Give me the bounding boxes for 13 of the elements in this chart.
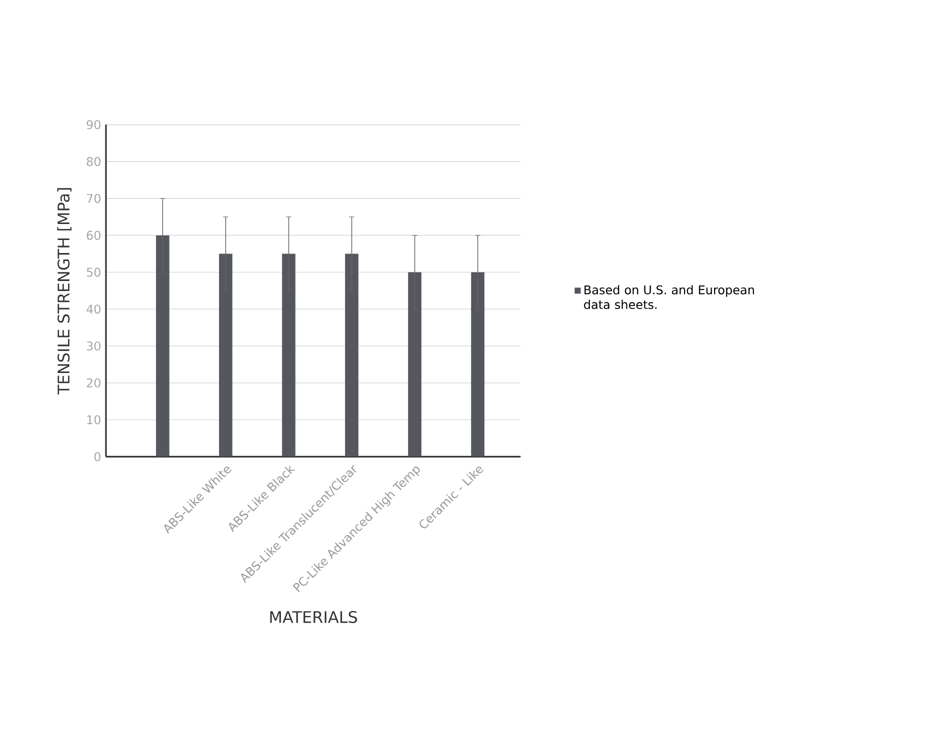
x-axis-title: MATERIALS [270, 610, 358, 624]
y-tick-label: 50 [86, 268, 100, 277]
y-tick-label: 20 [86, 378, 100, 388]
y-tick-label: 10 [87, 415, 100, 424]
y-tick-label: 80 [86, 157, 100, 166]
y-tick-label: 70 [86, 194, 100, 203]
y-tick-label: 90 [86, 120, 100, 130]
y-tick-label: 30 [86, 341, 100, 351]
legend-label: Based on U.S. and European data sheets. [584, 285, 754, 310]
y-tick-label: 0 [94, 452, 100, 462]
y-axis-title: TENSILE STRENGTH [MPa] [57, 188, 72, 395]
y-tick-label: 40 [86, 304, 100, 314]
y-tick-label: 60 [86, 230, 100, 240]
